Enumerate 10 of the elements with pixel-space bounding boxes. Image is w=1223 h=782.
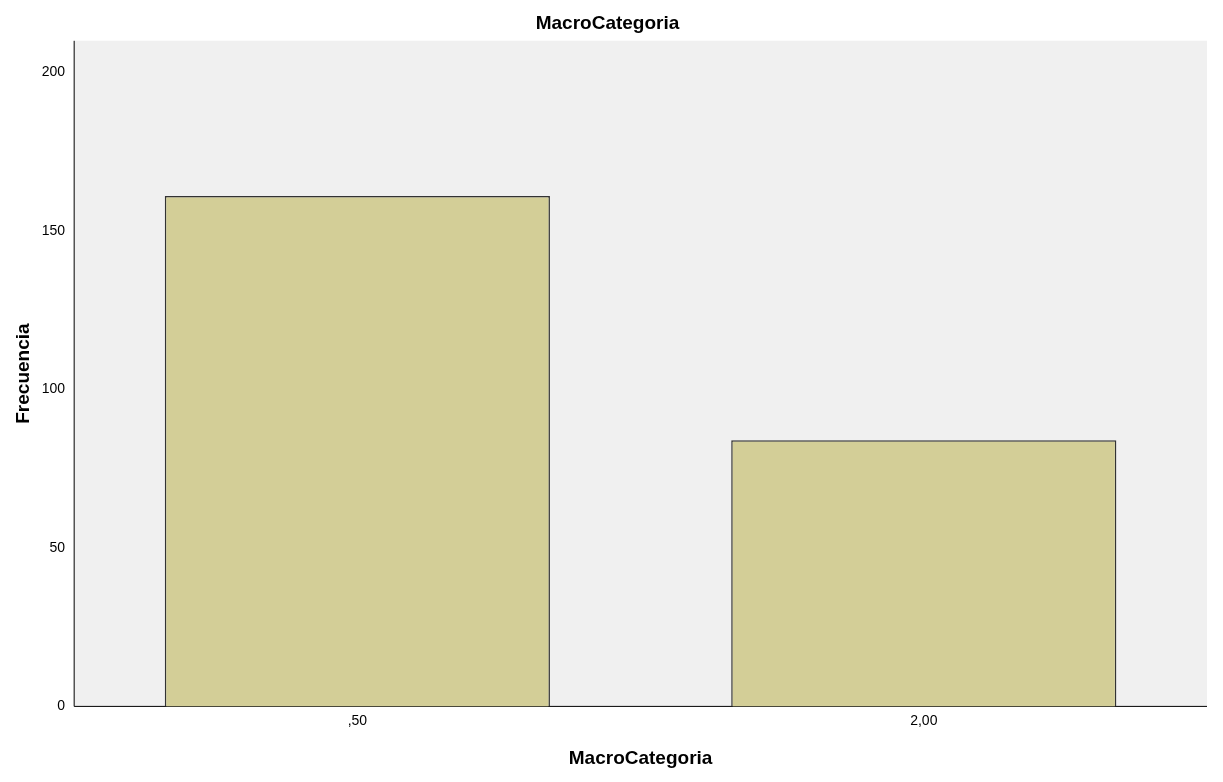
y-tick-label: 0 bbox=[57, 697, 66, 714]
y-axis-title: Frecuencia bbox=[11, 323, 33, 424]
x-tick-label: ,50 bbox=[347, 711, 368, 728]
y-tick-label: 50 bbox=[49, 538, 66, 555]
y-tick-label: 100 bbox=[41, 380, 66, 397]
x-axis-title: MacroCategoria bbox=[568, 746, 713, 768]
chart-title: MacroCategoria bbox=[535, 11, 680, 33]
x-tick-label: 2,00 bbox=[910, 711, 938, 728]
y-tick-label: 200 bbox=[41, 63, 66, 80]
y-tick-label: 150 bbox=[41, 221, 66, 238]
